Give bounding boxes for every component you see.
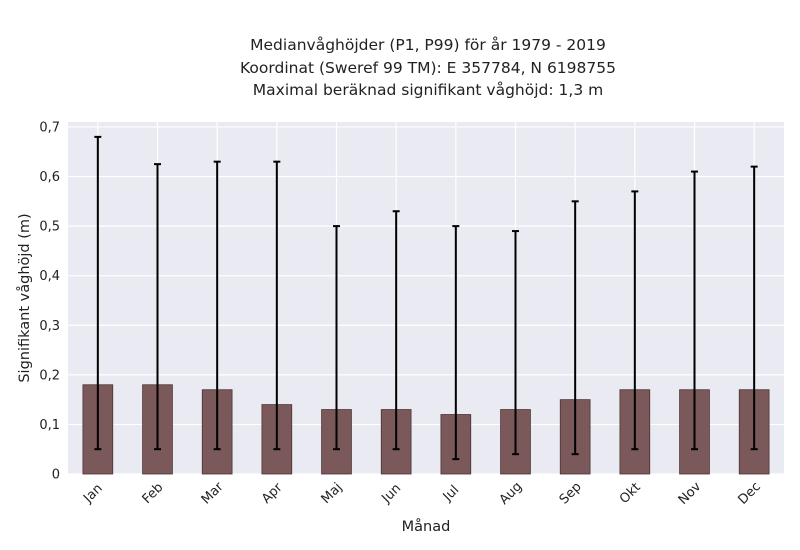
y-tick-label: 0,2 <box>39 368 60 383</box>
x-tick-label: Nov <box>676 479 705 508</box>
x-tick-label: Jan <box>80 481 105 506</box>
x-tick-label: Feb <box>140 480 167 507</box>
y-tick-label: 0,5 <box>39 220 60 235</box>
x-tick-label: Mar <box>199 479 227 507</box>
y-tick-label: 0,6 <box>39 170 60 185</box>
y-tick-label: 0,7 <box>39 120 60 135</box>
x-tick-label: Dec <box>735 479 763 507</box>
y-tick-label: 0,4 <box>39 269 60 284</box>
x-tick-label: Maj <box>319 480 346 507</box>
x-tick-label: Apr <box>259 480 286 507</box>
chart-title: Medianvåghöjder (P1, P99) för år 1979 - … <box>28 34 800 102</box>
y-tick-label: 0 <box>52 468 60 483</box>
y-tick-label: 0,3 <box>39 319 60 334</box>
error-bars <box>94 135 758 461</box>
chart-title-line-1: Medianvåghöjder (P1, P99) för år 1979 - … <box>250 36 606 54</box>
y-axis-label: Signifikant våghöjd (m) <box>16 213 33 382</box>
plot-area <box>68 122 784 474</box>
chart-title-line-2: Koordinat (Sweref 99 TM): E 357784, N 61… <box>240 58 616 77</box>
x-tick-label: Jun <box>378 481 404 507</box>
chart-title-line-3: Maximal beräknad signifikant våghöjd: 1,… <box>252 81 604 99</box>
x-axis-ticks: Jan Feb Mar Apr Maj Jun Jul Aug Sep Okt Nov Dec <box>80 479 764 508</box>
x-tick-label: Jul <box>440 483 462 505</box>
x-tick-label: Aug <box>497 479 526 508</box>
y-tick-label: 0,1 <box>39 418 60 433</box>
y-axis-ticks: 0 0,1 0,2 0,3 0,4 0,5 0,6 0,7 <box>39 120 60 482</box>
x-tick-label: Okt <box>617 480 644 507</box>
x-tick-label: Sep <box>557 480 585 508</box>
x-axis-label: Månad <box>402 518 451 535</box>
